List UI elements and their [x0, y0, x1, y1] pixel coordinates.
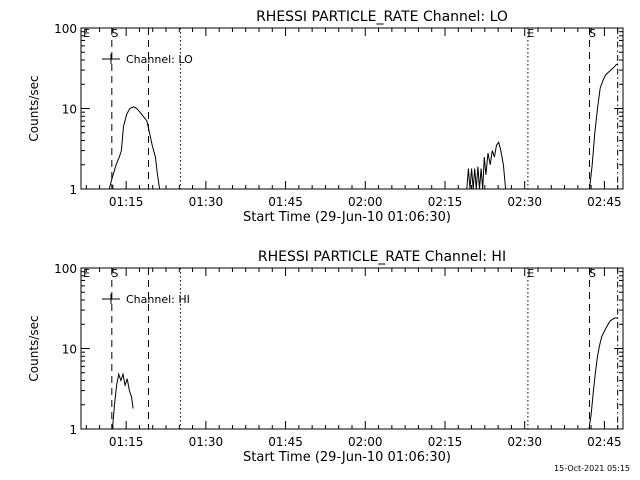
marker-label: S	[589, 267, 596, 280]
marker-label: E	[527, 27, 534, 40]
y-axis-label: Counts/sec	[27, 75, 41, 141]
y-tick-label: 100	[54, 262, 77, 276]
chart-title: RHESSI PARTICLE_RATE Channel: LO	[256, 9, 508, 25]
y-tick-label: 10	[62, 343, 77, 357]
lo-channel-panel: RHESSI PARTICLE_RATE Channel: LO Start Ti…	[27, 9, 624, 225]
hi-channel-panel: RHESSI PARTICLE_RATE Channel: HI Start Ti…	[27, 249, 624, 465]
series-line-segment	[111, 372, 134, 430]
x-tick-label: 02:00	[348, 435, 383, 449]
y-axis-label: Counts/sec	[27, 315, 41, 381]
x-tick-label: 02:45	[587, 195, 622, 209]
marker-label: S	[589, 27, 596, 40]
series-line-segment	[588, 317, 618, 430]
x-tick-label: 01:45	[268, 195, 303, 209]
y-tick-label: 1	[69, 183, 77, 197]
y-tick-label: 1	[69, 423, 77, 437]
marker-label: S	[111, 267, 118, 280]
x-tick-label: 01:15	[109, 435, 144, 449]
x-tick-label: 02:30	[507, 435, 542, 449]
series-line-segment	[466, 141, 507, 190]
x-tick-label: 01:15	[109, 195, 144, 209]
marker-label: E	[83, 267, 90, 280]
x-tick-label: 02:15	[428, 195, 463, 209]
footer-timestamp: 15-Oct-2021 05:15	[554, 464, 630, 473]
x-tick-label: 02:45	[587, 435, 622, 449]
marker-label: E	[527, 267, 534, 280]
x-tick-label: 02:00	[348, 195, 383, 209]
legend-label: Channel: HI	[126, 293, 190, 306]
series-line-segment	[589, 63, 618, 190]
y-tick-label: 100	[54, 22, 77, 36]
legend-label: Channel: LO	[126, 53, 193, 66]
x-tick-label: 02:30	[507, 195, 542, 209]
marker-label: S	[111, 27, 118, 40]
x-tick-label: 01:45	[268, 435, 303, 449]
chart-title: RHESSI PARTICLE_RATE Channel: HI	[258, 249, 506, 265]
y-tick-label: 10	[62, 103, 77, 117]
x-tick-label: 01:30	[189, 435, 224, 449]
x-tick-label: 01:30	[189, 195, 224, 209]
x-axis-label: Start Time (29-Jun-10 01:06:30)	[243, 450, 451, 465]
x-axis-label: Start Time (29-Jun-10 01:06:30)	[243, 210, 451, 225]
marker-label: E	[83, 27, 90, 40]
x-tick-label: 02:15	[428, 435, 463, 449]
series-line-segment	[108, 106, 161, 190]
